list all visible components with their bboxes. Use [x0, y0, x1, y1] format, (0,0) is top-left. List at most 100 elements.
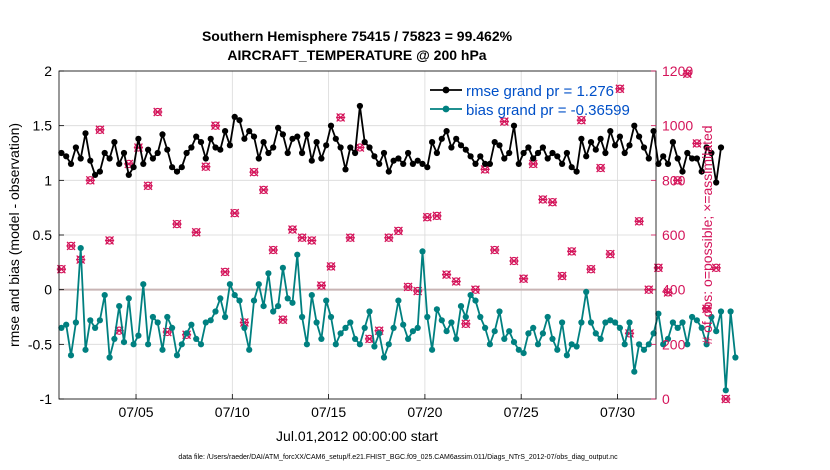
rmse-point [275, 124, 282, 131]
rmse-point [640, 144, 648, 151]
rmse-point [154, 149, 161, 157]
rmse-point [337, 144, 344, 151]
bias-point [482, 324, 489, 331]
rmse-point [169, 164, 176, 171]
obs-assimilated-marker [422, 212, 432, 222]
obs-assimilated-marker [701, 304, 712, 314]
left-tick-label: -0.5 [28, 336, 52, 352]
bias-point [616, 324, 624, 331]
rmse-point [602, 149, 609, 157]
bias-point [501, 335, 508, 342]
bias-point [708, 313, 715, 321]
bias-point [520, 350, 527, 357]
x-axis-ticks: 07/05 07/10 07/15 07/20 07/25 07/30 [119, 394, 635, 420]
obs-assimilated-marker [567, 246, 577, 256]
bias-point [193, 335, 200, 342]
rmse-point [539, 144, 547, 151]
rmse-point [486, 160, 493, 167]
rmse-point [222, 128, 229, 135]
legend: rmse grand pr = 1.276 bias grand pr = -0… [430, 83, 630, 119]
bias-point [125, 295, 132, 302]
bias-point [457, 303, 465, 310]
rmse-point [616, 133, 624, 140]
obs-assimilated-marker [576, 115, 586, 125]
bias-point [275, 303, 282, 310]
rmse-point [530, 155, 537, 162]
bias-point [592, 330, 599, 337]
obs-assimilated-marker [239, 318, 249, 327]
obs-assimilated-marker [249, 167, 259, 177]
bias-point [279, 264, 286, 271]
obs-assimilated-marker [220, 267, 230, 277]
rmse-point [361, 139, 368, 146]
bias-point [111, 335, 118, 342]
bias-point [347, 319, 354, 326]
bias-point [597, 335, 604, 342]
bias-point [640, 346, 648, 353]
bias-point [433, 306, 440, 313]
rmse-point [472, 160, 479, 167]
rmse-point [202, 155, 209, 162]
rmse-point [660, 153, 667, 160]
rmse-point [356, 102, 363, 110]
rmse-point [347, 144, 354, 151]
rmse-point [424, 164, 431, 171]
rmse-point [689, 155, 696, 162]
rmse-point [318, 155, 325, 162]
obs-assimilated-marker [172, 219, 182, 229]
rmse-point [260, 139, 267, 146]
rmse-point [164, 146, 171, 153]
left-tick-label: -1 [40, 391, 53, 407]
legend-bias-marker [442, 105, 450, 113]
rmse-point [140, 160, 147, 167]
bias-point [385, 341, 392, 348]
rmse-point [534, 149, 542, 157]
rmse-point [279, 131, 286, 138]
obs-assimilated-marker [85, 175, 95, 185]
rmse-point [554, 153, 561, 160]
bias-point [140, 281, 147, 288]
bias-point [583, 288, 590, 295]
rmse-point [303, 131, 310, 138]
obs-assimilated-marker [297, 233, 307, 243]
rmse-point [467, 153, 474, 160]
obs-assimilated-marker [403, 282, 413, 292]
rmse-point [462, 146, 469, 153]
rmse-point [294, 133, 301, 140]
rmse-point [708, 149, 715, 157]
obs-assimilated-marker [692, 138, 702, 148]
obs-assimilated-marker [230, 208, 240, 218]
rmse-point [366, 144, 373, 151]
rmse-point [650, 128, 657, 135]
bias-point [568, 341, 575, 348]
bias-point [534, 341, 542, 348]
x-tick-label: 07/30 [600, 404, 635, 420]
bias-point [135, 332, 142, 339]
bias-point [207, 317, 214, 324]
bias-point [270, 308, 277, 315]
bias-point [559, 319, 566, 326]
bias-point [530, 324, 537, 331]
bias-point [164, 313, 171, 321]
bias-point [250, 297, 258, 304]
rmse-point [684, 149, 691, 157]
right-tick-label: 0 [662, 391, 670, 407]
rmse-point [520, 149, 527, 157]
bias-point [255, 281, 262, 288]
bias-point [612, 319, 619, 326]
bias-point [337, 330, 344, 337]
rmse-point [549, 149, 556, 157]
bias-point [173, 352, 181, 359]
obs-assimilated-marker [393, 226, 404, 236]
bias-point [342, 324, 349, 331]
bias-point [674, 324, 681, 331]
bias-point [607, 317, 614, 324]
right-axis-ticks: 0 200 400 600 800 1000 1200 [651, 63, 693, 407]
bias-point [265, 270, 272, 277]
obs-assimilated-marker [490, 245, 500, 255]
rmse-point [717, 144, 725, 151]
left-tick-label: 2 [44, 63, 52, 79]
rmse-point [106, 155, 113, 162]
obs-assimilated-marker [278, 315, 288, 325]
obs-assimilated-marker [673, 175, 683, 185]
